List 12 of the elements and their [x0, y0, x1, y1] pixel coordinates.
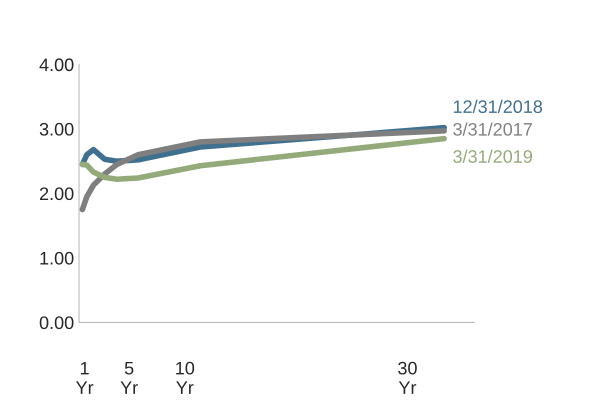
- x-tick-label: 1 Yr: [76, 362, 94, 394]
- x-tick-label: 5 Yr: [120, 362, 138, 394]
- x-tick-label: 30 Yr: [398, 362, 417, 394]
- series-label: 3/31/2019: [453, 150, 532, 163]
- series-label: 3/31/2017: [453, 122, 532, 136]
- series-label: 12/31/2018: [454, 100, 542, 114]
- x-tick-label: 10 Yr: [176, 362, 194, 394]
- y-tick-label: 3.00: [40, 122, 74, 136]
- y-tick-label: 1.00: [40, 252, 74, 265]
- y-tick-label: 4.00: [39, 58, 74, 72]
- y-tick-label: 2.00: [40, 187, 74, 200]
- y-tick-label: 0.00: [40, 316, 74, 330]
